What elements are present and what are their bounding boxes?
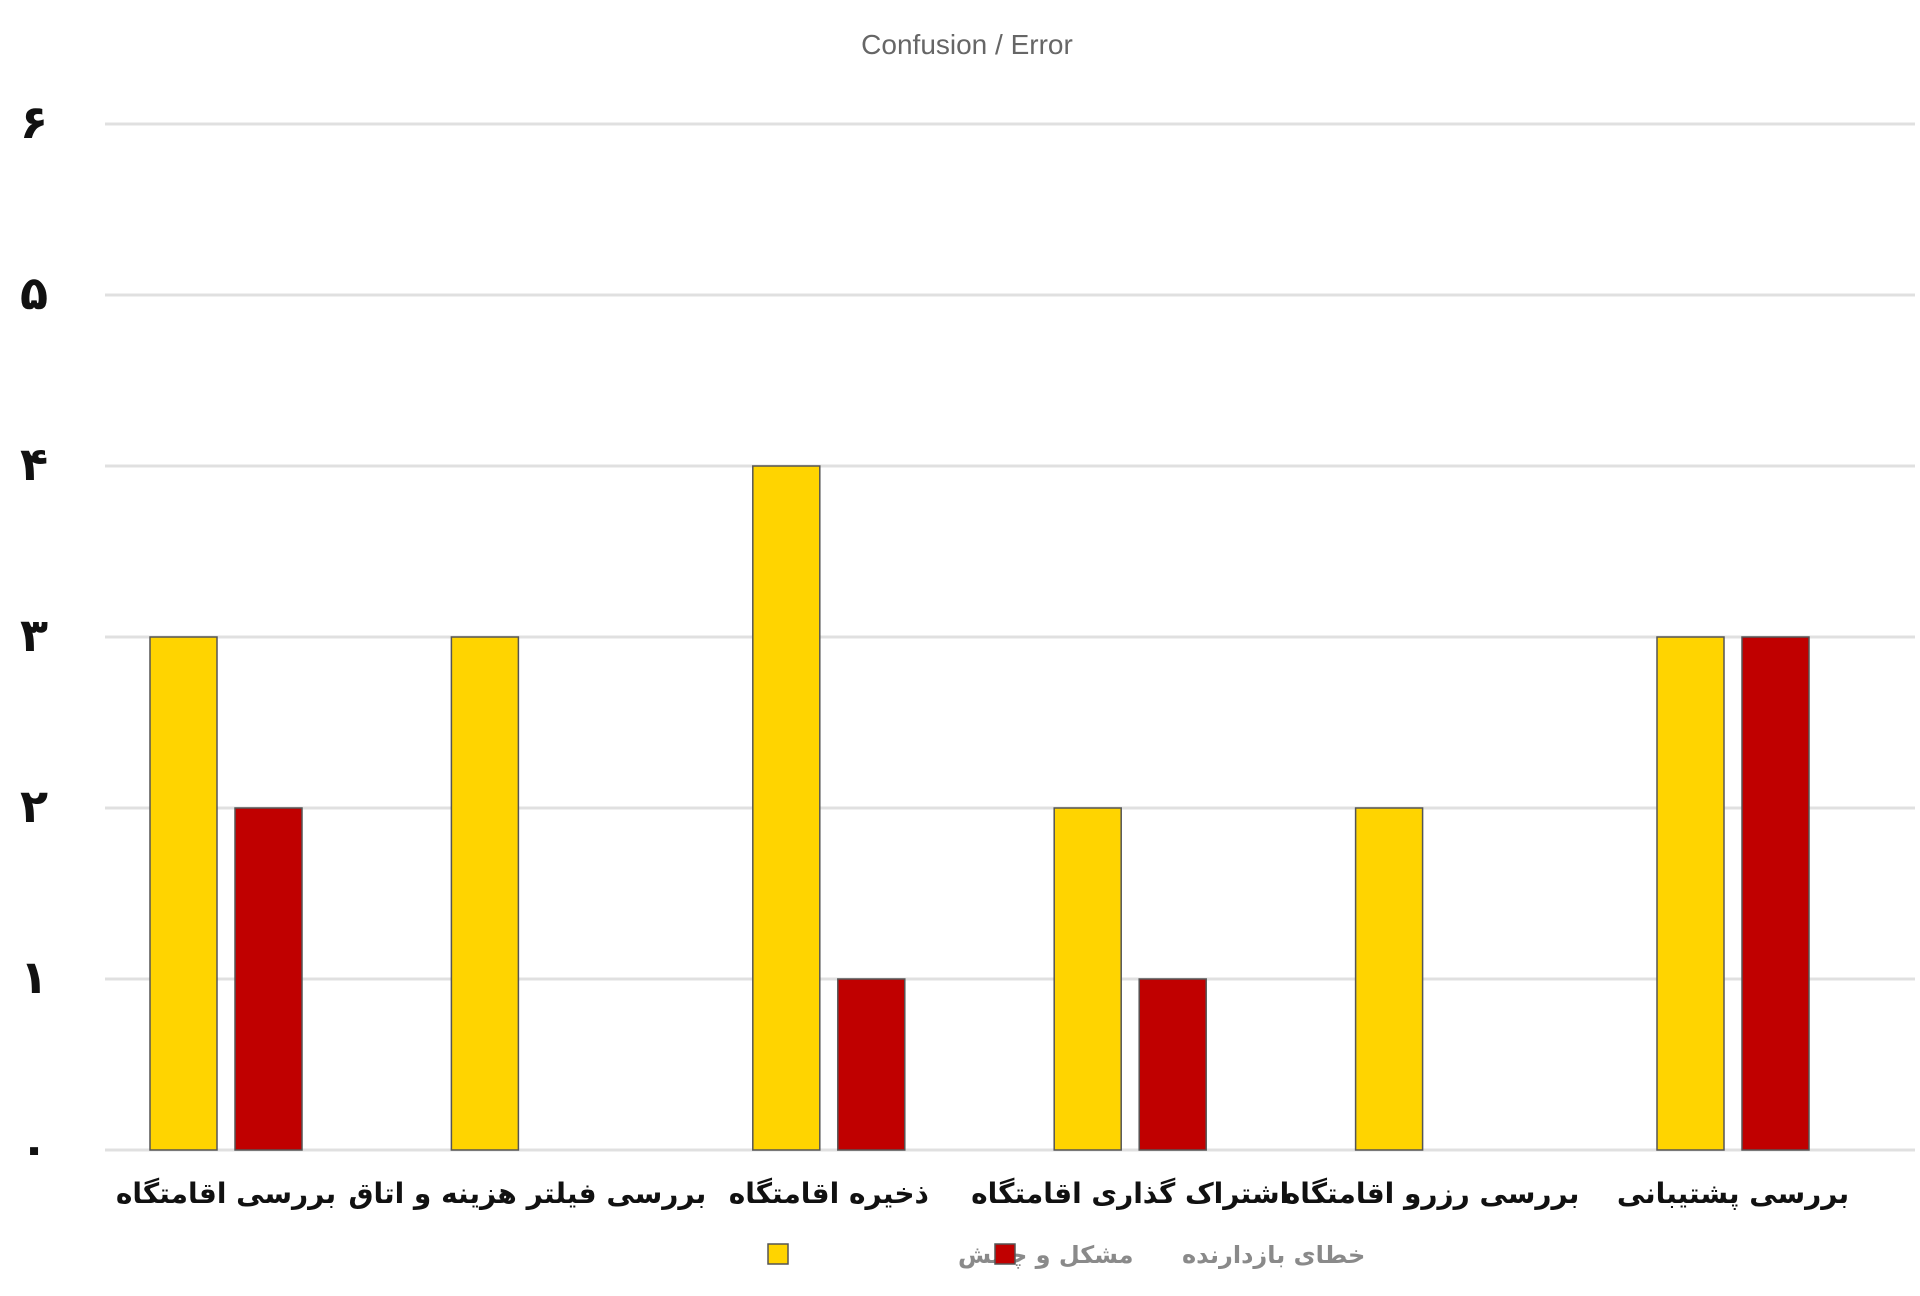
bar-challenge <box>1354 807 1424 1151</box>
y-axis-ticks: ۰ ۱ ۲ ۳ ۴ ۵ ۶ <box>20 95 48 1175</box>
bar-blocking-error <box>1741 636 1810 1151</box>
x-tick-label: ذخیره اقامتگاه <box>729 1177 929 1210</box>
y-tick-label: ۵ <box>20 266 48 320</box>
x-tick-label: بررسی پشتیبانی <box>1617 1177 1849 1210</box>
bar-challenge <box>1656 636 1725 1151</box>
y-tick-label: ۴ <box>20 437 48 491</box>
gridlines <box>105 122 1915 1152</box>
y-tick-label: ۰ <box>20 1121 48 1175</box>
legend: مشکل و چالش خطای بازدارنده <box>767 1241 1365 1269</box>
legend-label: مشکل و چالش <box>958 1241 1134 1269</box>
bar-challenge <box>450 636 520 1151</box>
chart-title: Confusion / Error <box>861 29 1073 60</box>
bar-challenge <box>752 465 821 1151</box>
bar-blocking-error <box>234 807 303 1151</box>
x-tick-label: بررسی اقامتگاه <box>116 1177 336 1210</box>
x-tick-label: بررسی رزرو اقامتگاه <box>1284 1177 1580 1210</box>
x-tick-label: بررسی فیلتر هزینه و اتاق <box>349 1177 707 1210</box>
legend-label: خطای بازدارنده <box>1182 1241 1365 1269</box>
bars <box>149 465 1810 1151</box>
legend-swatch <box>994 1243 1016 1265</box>
y-tick-label: ۳ <box>20 608 48 662</box>
bar-blocking-error <box>1138 978 1207 1151</box>
y-tick-label: ۶ <box>20 95 48 149</box>
bar-challenge <box>149 636 218 1151</box>
x-tick-label: اشتراک گذاری اقامتگاه <box>971 1177 1289 1210</box>
bar-challenge <box>1053 807 1122 1151</box>
x-axis-ticks: بررسی اقامتگاه بررسی فیلتر هزینه و اتاق ذخ… <box>116 1177 1849 1210</box>
legend-swatch <box>767 1243 789 1265</box>
y-tick-label: ۱ <box>20 950 48 1004</box>
y-tick-label: ۲ <box>20 779 48 833</box>
bar-blocking-error <box>837 978 906 1151</box>
